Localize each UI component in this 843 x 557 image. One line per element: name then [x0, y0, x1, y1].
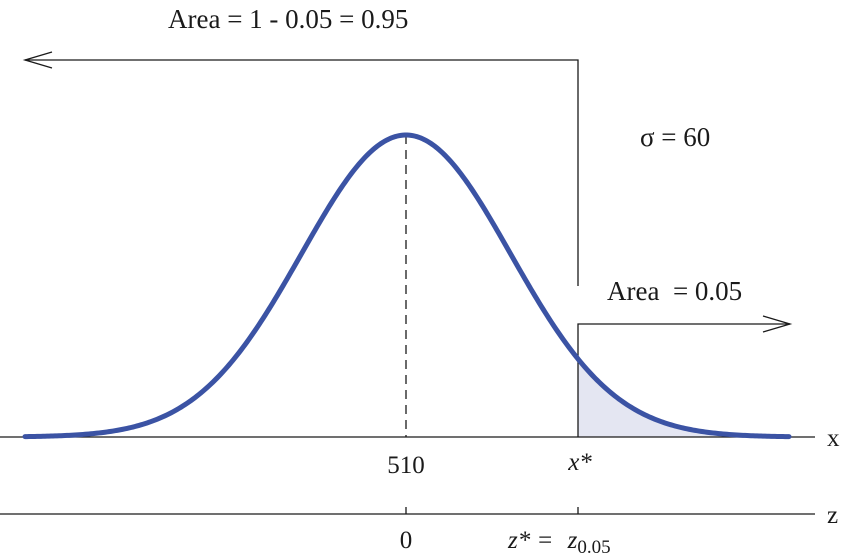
x-axis-label: x [827, 425, 840, 452]
upper-tail-shaded-area [578, 358, 790, 437]
left-area-label: Area = 1 - 0.05 = 0.95 [168, 4, 408, 34]
z-star-prefix: z* = [507, 527, 560, 554]
left-area-bracket [25, 59, 579, 286]
right-area-bracket [577, 323, 790, 437]
mean-x-label: 510 [387, 452, 425, 479]
z-star-base: z [567, 527, 578, 554]
z-star-label: z* = z0.05 [507, 527, 611, 557]
right-area-label: Area = 0.05 [607, 276, 742, 306]
right-arrowhead-icon [762, 315, 793, 333]
z-star-subscript: 0.05 [577, 537, 610, 557]
left-arrowhead-icon [22, 51, 53, 69]
z-axis-label: z [827, 502, 838, 529]
sigma-label: σ = 60 [640, 122, 710, 152]
mean-z-label: 0 [400, 527, 413, 554]
normal-curve [22, 132, 792, 440]
x-star-label: x* [567, 449, 592, 476]
